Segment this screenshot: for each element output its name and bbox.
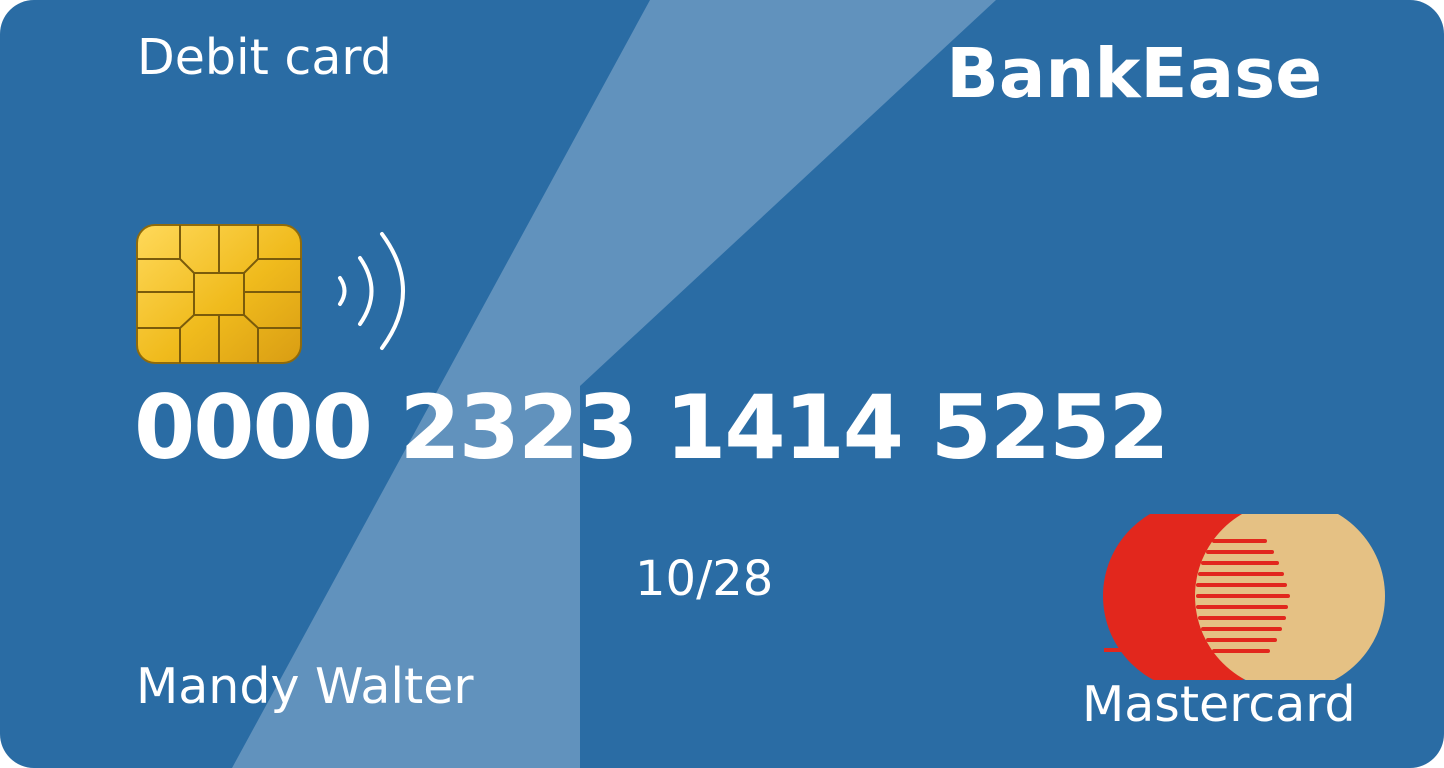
bank-brand-name: BankEase bbox=[946, 34, 1322, 114]
card-network-name: Mastercard bbox=[1082, 676, 1356, 733]
mastercard-logo-icon bbox=[1103, 514, 1385, 680]
card-type-label: Debit card bbox=[137, 29, 392, 86]
card-number: 0000 2323 1414 5252 bbox=[134, 376, 1170, 479]
contactless-icon bbox=[338, 232, 405, 350]
cardholder-name: Mandy Walter bbox=[136, 658, 474, 715]
chip-icon bbox=[136, 224, 302, 364]
expiry-date: 10/28 bbox=[635, 551, 774, 607]
